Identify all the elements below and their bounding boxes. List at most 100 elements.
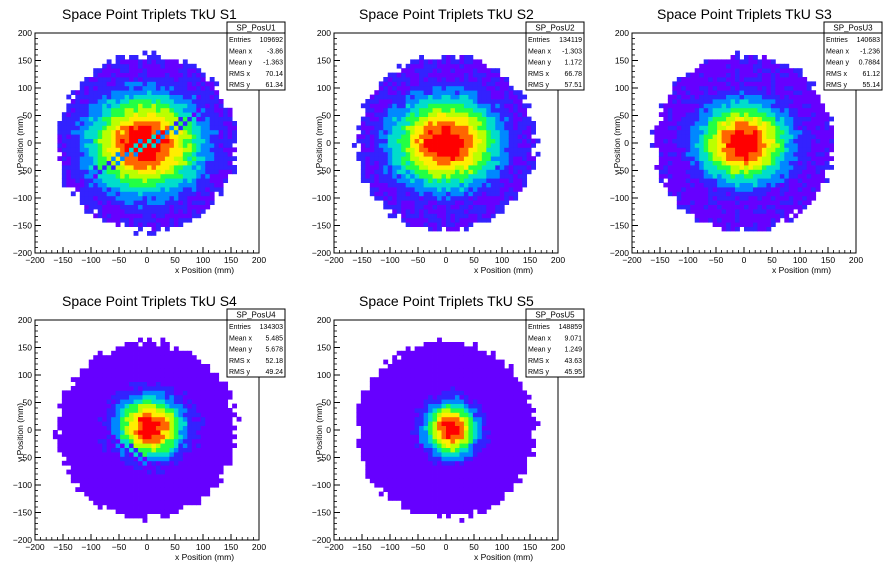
heatmap-cell	[788, 103, 794, 109]
heatmap-cell	[106, 68, 112, 73]
heatmap-cell	[797, 134, 803, 139]
heatmap-cell	[454, 94, 460, 100]
heatmap-cell	[454, 160, 460, 166]
heatmap-cell	[182, 187, 188, 192]
heatmap-cell	[784, 90, 790, 95]
heatmap-cell	[124, 364, 130, 369]
heatmap-cell	[739, 68, 745, 73]
heatmap-cell	[775, 209, 781, 214]
heatmap-cell	[164, 187, 170, 192]
heatmap-cell	[155, 434, 161, 440]
heatmap-cell	[513, 169, 519, 175]
heatmap-cell	[93, 138, 99, 144]
heatmap-cell	[481, 85, 487, 91]
heatmap-cell	[97, 134, 103, 139]
heatmap-cell	[129, 103, 134, 109]
heatmap-cell	[699, 125, 705, 131]
heatmap-cell	[708, 160, 714, 166]
heatmap-cell	[155, 487, 161, 492]
heatmap-cell	[405, 107, 411, 113]
heatmap-cell	[770, 217, 776, 223]
heatmap-cell	[423, 103, 429, 109]
heatmap-cell	[115, 182, 121, 188]
heatmap-cell	[178, 68, 184, 73]
heatmap-cell	[164, 94, 170, 100]
heatmap-cell	[712, 112, 718, 117]
heatmap-cell	[79, 421, 85, 426]
heatmap-cell	[432, 169, 438, 175]
heatmap-cell	[223, 169, 229, 175]
heatmap-cell	[129, 204, 134, 210]
heatmap-cell	[66, 138, 72, 144]
heatmap-cell	[806, 147, 812, 153]
heatmap-cell	[681, 99, 687, 104]
heatmap-cell	[775, 103, 781, 109]
heatmap-cell	[57, 438, 63, 444]
heatmap-cell	[676, 187, 682, 192]
heatmap-cell	[227, 116, 233, 122]
heatmap-cell	[775, 112, 781, 117]
heatmap-cell	[775, 151, 781, 157]
heatmap-cell	[120, 125, 125, 131]
heatmap-cell	[468, 191, 474, 197]
heatmap-cell	[392, 134, 398, 139]
heatmap-cell	[797, 156, 803, 161]
heatmap-cell	[151, 138, 157, 144]
heatmap-cell	[401, 143, 407, 148]
heatmap-cell	[824, 156, 830, 161]
heatmap-cell	[441, 68, 447, 73]
heatmap-cell	[84, 182, 90, 188]
heatmap-cell	[102, 147, 108, 153]
heatmap-cell	[106, 434, 112, 440]
heatmap-cell	[432, 138, 438, 144]
heatmap-cell	[182, 94, 188, 100]
heatmap-cell	[744, 222, 749, 227]
heatmap-cell	[115, 72, 121, 78]
heatmap-cell	[124, 191, 130, 197]
heatmap-cell	[97, 204, 103, 210]
heatmap-cell	[106, 390, 112, 396]
heatmap-cell	[463, 200, 469, 205]
heatmap-cell	[178, 160, 184, 166]
heatmap-cell	[178, 151, 184, 157]
heatmap-cell	[744, 125, 749, 131]
heatmap-cell	[196, 156, 202, 161]
heatmap-cell	[84, 147, 90, 153]
heatmap-cell	[730, 204, 736, 210]
heatmap-cell	[428, 125, 433, 131]
x-tick-label: −100	[380, 255, 399, 265]
heatmap-cell	[432, 213, 438, 219]
heatmap-cell	[472, 213, 478, 219]
heatmap-cell	[504, 191, 510, 197]
heatmap-cell	[196, 90, 202, 95]
heatmap-cell	[468, 77, 474, 82]
heatmap-cell	[151, 425, 157, 431]
heatmap-cell	[88, 394, 94, 400]
heatmap-cell	[784, 138, 790, 144]
heatmap-cell	[504, 156, 510, 161]
heatmap-cell	[205, 103, 211, 109]
heatmap-cell	[829, 147, 834, 153]
heatmap-cell	[690, 81, 696, 87]
heatmap-cell	[138, 469, 143, 475]
heatmap-cell	[138, 173, 143, 179]
heatmap-cell	[730, 178, 736, 183]
heatmap-cell	[191, 116, 197, 122]
heatmap-cell	[142, 217, 148, 223]
heatmap-cell	[75, 412, 81, 418]
heatmap-cell	[463, 107, 469, 113]
heatmap-cell	[685, 94, 691, 100]
heatmap-cell	[218, 187, 224, 192]
heatmap-cell	[209, 129, 215, 135]
heatmap-cell	[187, 107, 193, 113]
heatmap-cell	[761, 147, 767, 153]
heatmap-cell	[481, 217, 487, 223]
heatmap-cell	[147, 474, 152, 479]
heatmap-cell	[730, 209, 736, 214]
heatmap-cell	[61, 390, 67, 396]
heatmap-cell	[531, 160, 536, 166]
heatmap-cell	[735, 90, 740, 95]
heatmap-cell	[806, 191, 812, 197]
heatmap-cell	[155, 116, 161, 122]
heatmap-cell	[124, 346, 130, 352]
